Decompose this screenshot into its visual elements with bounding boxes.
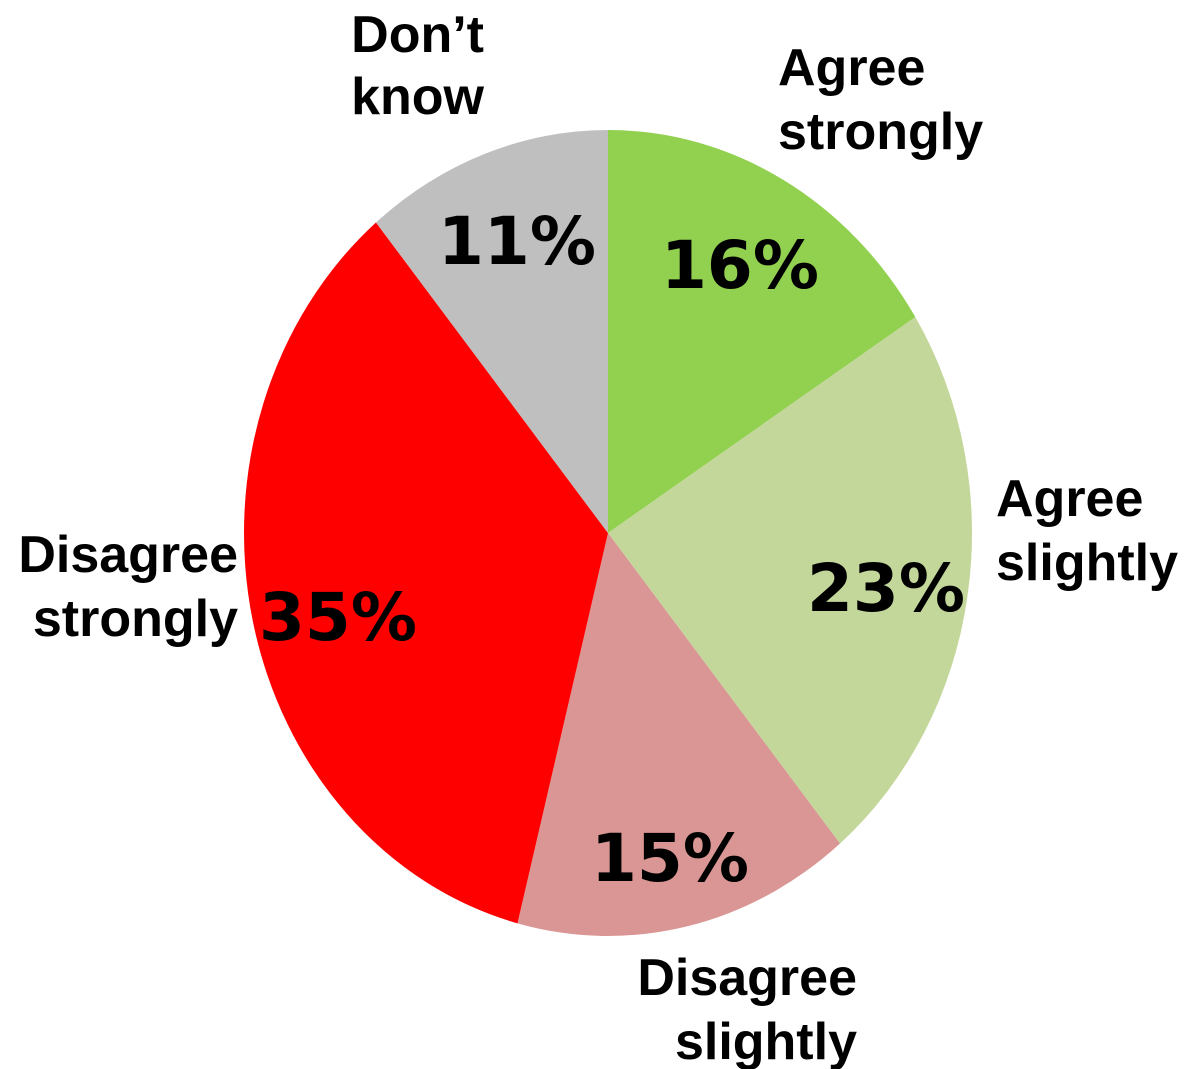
category-label-line: strongly <box>33 590 238 648</box>
category-label-line: Disagree <box>18 526 238 584</box>
category-label-dont-know: Don’t know <box>351 6 484 126</box>
pie-slices <box>243 130 973 937</box>
pct-label-agree-slightly: 23% <box>807 550 965 627</box>
category-label-line: slightly <box>675 1013 857 1069</box>
pct-label-dont-know: 11% <box>438 203 596 280</box>
category-label-line: Disagree <box>637 949 857 1007</box>
category-label-line: Agree <box>778 39 925 97</box>
category-label-line: know <box>351 68 484 126</box>
category-label-line: Don’t <box>351 6 484 64</box>
pie-slice-disagree-strongly <box>243 222 608 924</box>
pie-slice-don-t-know <box>375 130 608 533</box>
category-label-agree-slightly: Agree slightly <box>996 470 1178 592</box>
pie-slice-disagree-slightly <box>517 533 841 937</box>
category-label-line: slightly <box>996 534 1178 592</box>
category-label-line: strongly <box>778 103 983 161</box>
pct-label-disagree-slightly: 15% <box>591 820 749 897</box>
pct-label-disagree-strongly: 35% <box>259 579 417 656</box>
category-label-disagree-strongly: Disagree strongly <box>18 526 238 648</box>
pie-slice-agree-slightly <box>608 317 973 844</box>
pct-label-agree-strongly: 16% <box>661 227 819 304</box>
category-label-agree-strongly: Agree strongly <box>778 39 983 161</box>
category-label-disagree-slightly: Disagree slightly <box>637 949 857 1069</box>
category-label-line: Agree <box>996 470 1143 528</box>
pie-slice-agree-strongly <box>608 130 916 533</box>
